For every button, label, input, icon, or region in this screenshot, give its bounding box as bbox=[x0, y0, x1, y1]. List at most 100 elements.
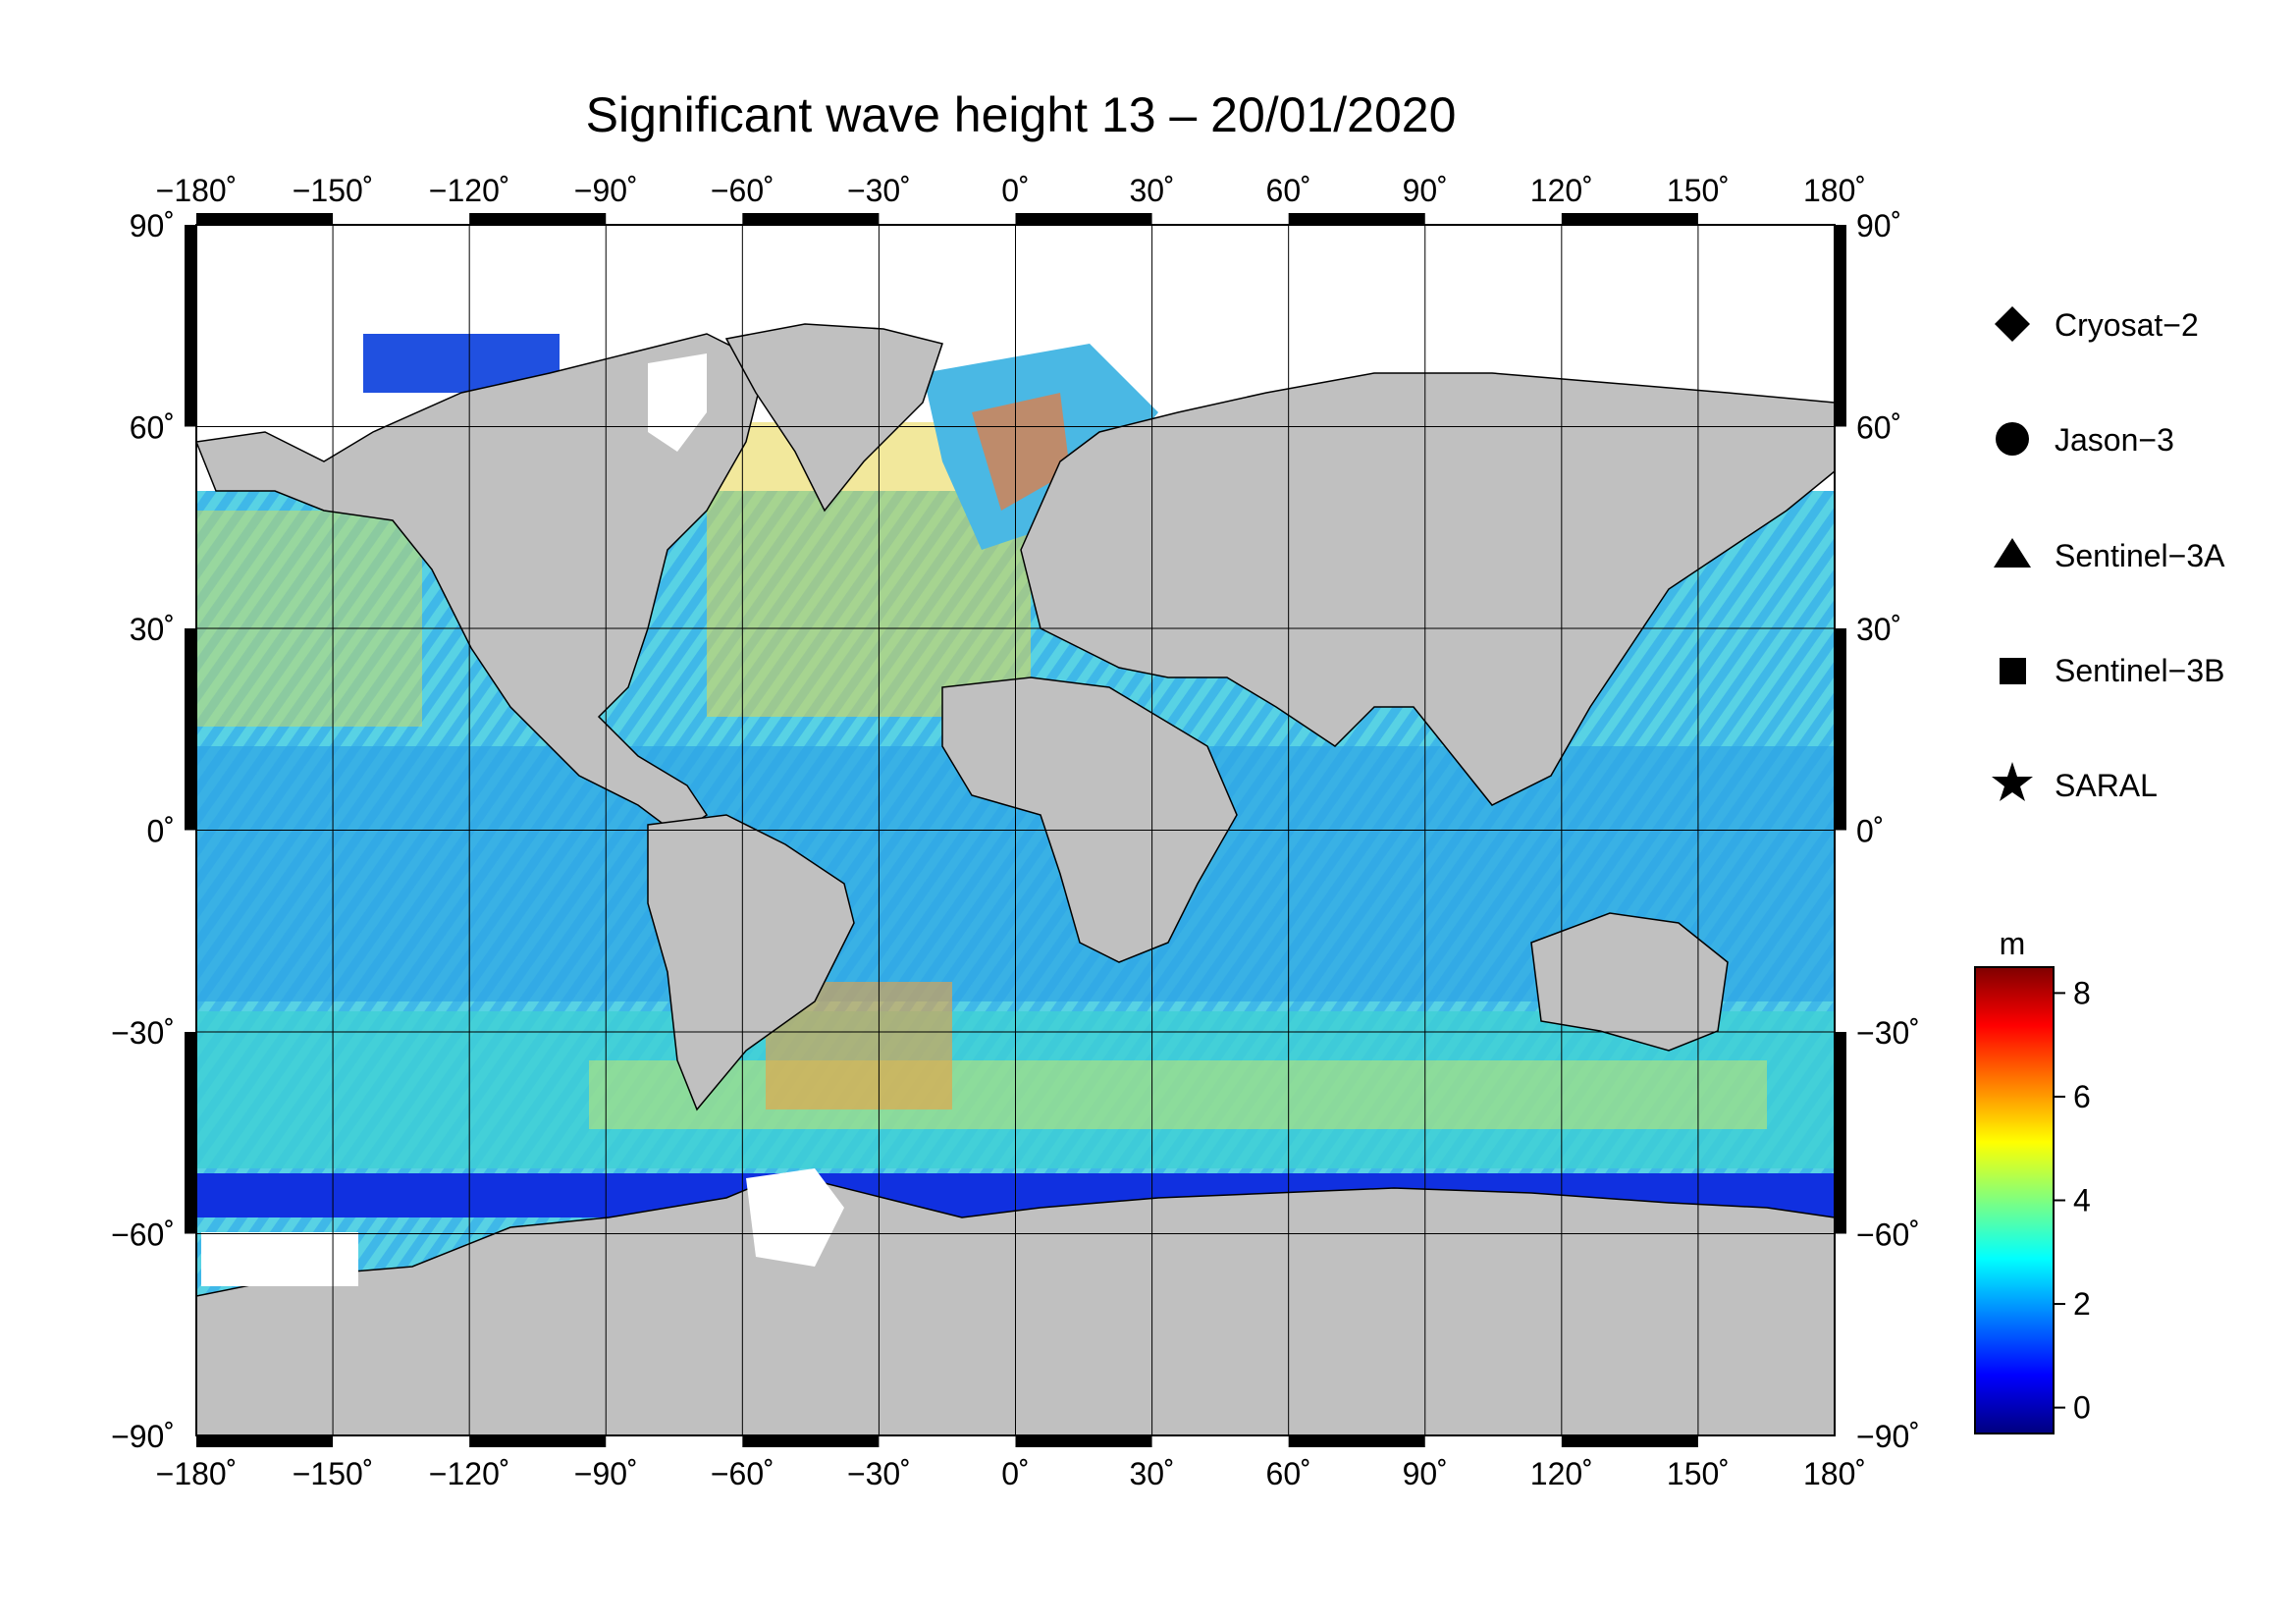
land-south-america bbox=[647, 814, 855, 1111]
lon-tick-label-top: 180˚ bbox=[1803, 173, 1866, 208]
lon-tick-label-bottom: 180˚ bbox=[1803, 1456, 1866, 1491]
legend-label-sentinel-3b: Sentinel−3B bbox=[2055, 653, 2224, 688]
colorbar-tick-label: 8 bbox=[2073, 975, 2091, 1010]
frame-bar-bottom bbox=[1288, 1435, 1425, 1447]
lon-tick-label-top: −180˚ bbox=[156, 173, 238, 208]
lon-tick-label-bottom: 150˚ bbox=[1667, 1456, 1730, 1491]
lon-tick-label-top: −30˚ bbox=[847, 173, 911, 208]
frame-bar-top bbox=[742, 213, 880, 225]
legend-item-sentinel-3b: Sentinel−3B bbox=[2000, 653, 2224, 688]
lon-tick-label-top: 60˚ bbox=[1266, 173, 1311, 208]
colorbar-tick-label: 4 bbox=[2073, 1183, 2091, 1218]
lon-tick-label-bottom: 30˚ bbox=[1129, 1456, 1174, 1491]
land-australia bbox=[1530, 912, 1729, 1052]
lon-tick-label-top: 120˚ bbox=[1530, 173, 1593, 208]
legend-label-jason: Jason−3 bbox=[2055, 422, 2174, 458]
lon-tick-label-top: 150˚ bbox=[1667, 173, 1730, 208]
lon-tick-label-bottom: −30˚ bbox=[847, 1456, 911, 1491]
frame-bar-right bbox=[1835, 1032, 1846, 1234]
legend-item-cryosat: Cryosat−2 bbox=[1995, 306, 2199, 343]
lon-tick-label-bottom: −150˚ bbox=[293, 1456, 374, 1491]
lon-tick-label-top: −120˚ bbox=[429, 173, 510, 208]
lon-tick-label-bottom: −60˚ bbox=[711, 1456, 774, 1491]
frame-bar-top bbox=[1288, 213, 1425, 225]
lon-tick-label-bottom: −90˚ bbox=[574, 1456, 638, 1491]
frame-bar-bottom bbox=[1561, 1435, 1698, 1447]
lat-tick-label-right: 30˚ bbox=[1856, 612, 1901, 647]
colorbar-tick-label: 0 bbox=[2073, 1390, 2091, 1426]
legend-label-saral: SARAL bbox=[2055, 768, 2158, 803]
triangle-icon bbox=[1994, 538, 2031, 568]
lat-tick-label-right: 0˚ bbox=[1856, 814, 1884, 849]
lat-tick-label-right: −30˚ bbox=[1856, 1015, 1920, 1051]
land-eurasia bbox=[1020, 372, 1835, 806]
lat-tick-label-left: 90˚ bbox=[130, 208, 175, 243]
legend-item-saral: SARAL bbox=[1992, 762, 2158, 803]
graticule bbox=[195, 224, 1836, 1436]
lat-tick-label-left: −90˚ bbox=[111, 1419, 175, 1454]
frame-bar-bottom bbox=[1015, 1435, 1152, 1447]
frame-bar-top bbox=[1561, 213, 1698, 225]
lat-tick-label-right: −60˚ bbox=[1856, 1217, 1920, 1253]
lat-tick-label-right: −90˚ bbox=[1856, 1419, 1920, 1454]
frame-bar-top bbox=[469, 213, 607, 225]
lon-tick-label-top: −90˚ bbox=[574, 173, 638, 208]
frame-bar-bottom bbox=[742, 1435, 880, 1447]
diamond-icon bbox=[1995, 306, 2030, 342]
lon-tick-label-bottom: 120˚ bbox=[1530, 1456, 1593, 1491]
ice-weddell-sea bbox=[746, 1168, 844, 1267]
lon-tick-label-top: −60˚ bbox=[711, 173, 774, 208]
map-panel bbox=[185, 213, 1846, 1447]
legend-item-jason: Jason−3 bbox=[1996, 422, 2174, 458]
legend-label-cryosat: Cryosat−2 bbox=[2055, 307, 2199, 343]
lat-tick-label-left: 60˚ bbox=[130, 410, 175, 446]
colorbar-ticks: 0 2 4 6 8 bbox=[2054, 975, 2091, 1426]
frame-bar-right bbox=[1835, 628, 1846, 831]
frame-bar-left bbox=[185, 225, 196, 427]
land-greenland bbox=[724, 323, 943, 513]
frame-bar-bottom bbox=[469, 1435, 607, 1447]
lat-tick-label-left: −60˚ bbox=[111, 1217, 175, 1253]
frame-bar-top bbox=[1015, 213, 1152, 225]
map-frame-bars bbox=[185, 213, 1846, 1447]
colorbar-tick-label: 2 bbox=[2073, 1286, 2091, 1322]
frame-bar-left bbox=[185, 1032, 196, 1234]
frame-bar-left bbox=[185, 628, 196, 831]
nordic-seas-high bbox=[972, 393, 1070, 511]
lat-tick-label-right: 90˚ bbox=[1856, 208, 1901, 243]
lat-tick-label-left: 0˚ bbox=[147, 814, 175, 849]
circle-icon bbox=[1996, 422, 2029, 456]
lat-tick-labels-left: 90˚ 60˚ 30˚ 0˚ −30˚ −60˚ −90˚ bbox=[111, 208, 175, 1454]
map-title: Significant wave height 13 – 20/01/2020 bbox=[585, 87, 1457, 142]
north-pacific-seas bbox=[196, 511, 422, 727]
colorbar: m 0 2 4 6 8 bbox=[1974, 926, 2091, 1434]
frame-bar-right bbox=[1835, 225, 1846, 427]
lon-tick-labels-top: −180˚ −150˚ −120˚ −90˚ −60˚ −30˚ 0˚ 30˚ 60˚ 90˚ 12… bbox=[156, 173, 1866, 208]
colorbar-gradient bbox=[1974, 966, 2055, 1434]
lon-tick-label-bottom: −180˚ bbox=[156, 1456, 238, 1491]
lon-tick-labels-bottom: −180˚ −150˚ −120˚ −90˚ −60˚ −30˚ 0˚ 30˚ 60˚ 90˚ 12… bbox=[156, 1456, 1866, 1491]
ice-ross-sea bbox=[201, 1232, 358, 1286]
legend-item-sentinel-3a: Sentinel−3A bbox=[1994, 538, 2225, 573]
star-icon bbox=[1992, 762, 2033, 801]
land-north-america bbox=[196, 333, 767, 836]
legend-label-sentinel-3a: Sentinel−3A bbox=[2055, 538, 2225, 573]
lon-tick-label-top: 90˚ bbox=[1403, 173, 1448, 208]
satellite-legend: Cryosat−2 Jason−3 Sentinel−3A Sentinel−3… bbox=[1992, 306, 2225, 803]
lon-tick-label-bottom: 60˚ bbox=[1266, 1456, 1311, 1491]
square-icon bbox=[2000, 658, 2026, 684]
lat-tick-labels-right: 90˚ 60˚ 30˚ 0˚ −30˚ −60˚ −90˚ bbox=[1856, 208, 1920, 1454]
lon-tick-label-bottom: 90˚ bbox=[1403, 1456, 1448, 1491]
lat-tick-label-right: 60˚ bbox=[1856, 410, 1901, 446]
colorbar-tick-label: 6 bbox=[2073, 1079, 2091, 1114]
frame-bar-bottom bbox=[196, 1435, 334, 1447]
lon-tick-label-top: 0˚ bbox=[1001, 173, 1029, 208]
lat-tick-label-left: −30˚ bbox=[111, 1015, 175, 1051]
lon-tick-label-bottom: −120˚ bbox=[429, 1456, 510, 1491]
lon-tick-label-bottom: 0˚ bbox=[1001, 1456, 1029, 1491]
frame-bar-top bbox=[196, 213, 334, 225]
lat-tick-label-left: 30˚ bbox=[130, 612, 175, 647]
lon-tick-label-top: −150˚ bbox=[293, 173, 374, 208]
